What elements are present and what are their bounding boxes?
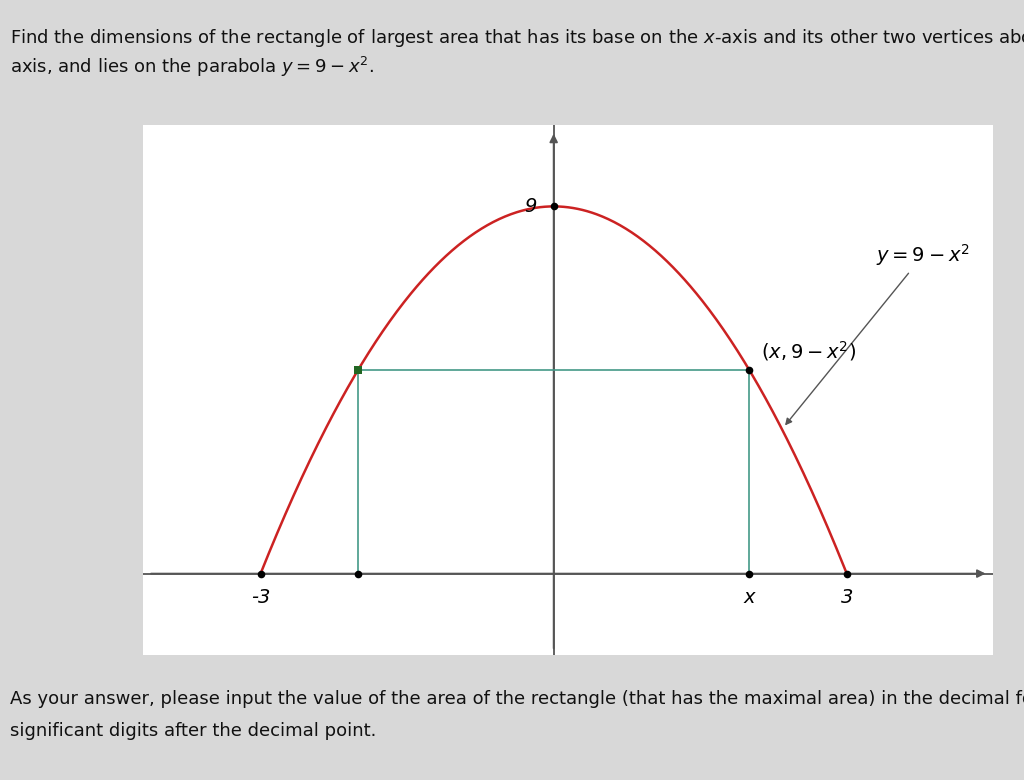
Text: x: x	[743, 588, 755, 607]
Text: significant digits after the decimal point.: significant digits after the decimal poi…	[10, 722, 377, 739]
Text: As your answer, please input the value of the area of the rectangle (that has th: As your answer, please input the value o…	[10, 690, 1024, 708]
Text: $y = 9 - x^2$: $y = 9 - x^2$	[786, 243, 970, 424]
Text: -3: -3	[251, 588, 270, 607]
Text: 3: 3	[841, 588, 853, 607]
Text: 9: 9	[523, 197, 537, 216]
Text: axis, and lies on the parabola $y = 9 - x^2$.: axis, and lies on the parabola $y = 9 - …	[10, 55, 374, 79]
Text: Find the dimensions of the rectangle of largest area that has its base on the $x: Find the dimensions of the rectangle of …	[10, 27, 1024, 49]
Text: $(x, 9 - x^2)$: $(x, 9 - x^2)$	[761, 339, 856, 363]
